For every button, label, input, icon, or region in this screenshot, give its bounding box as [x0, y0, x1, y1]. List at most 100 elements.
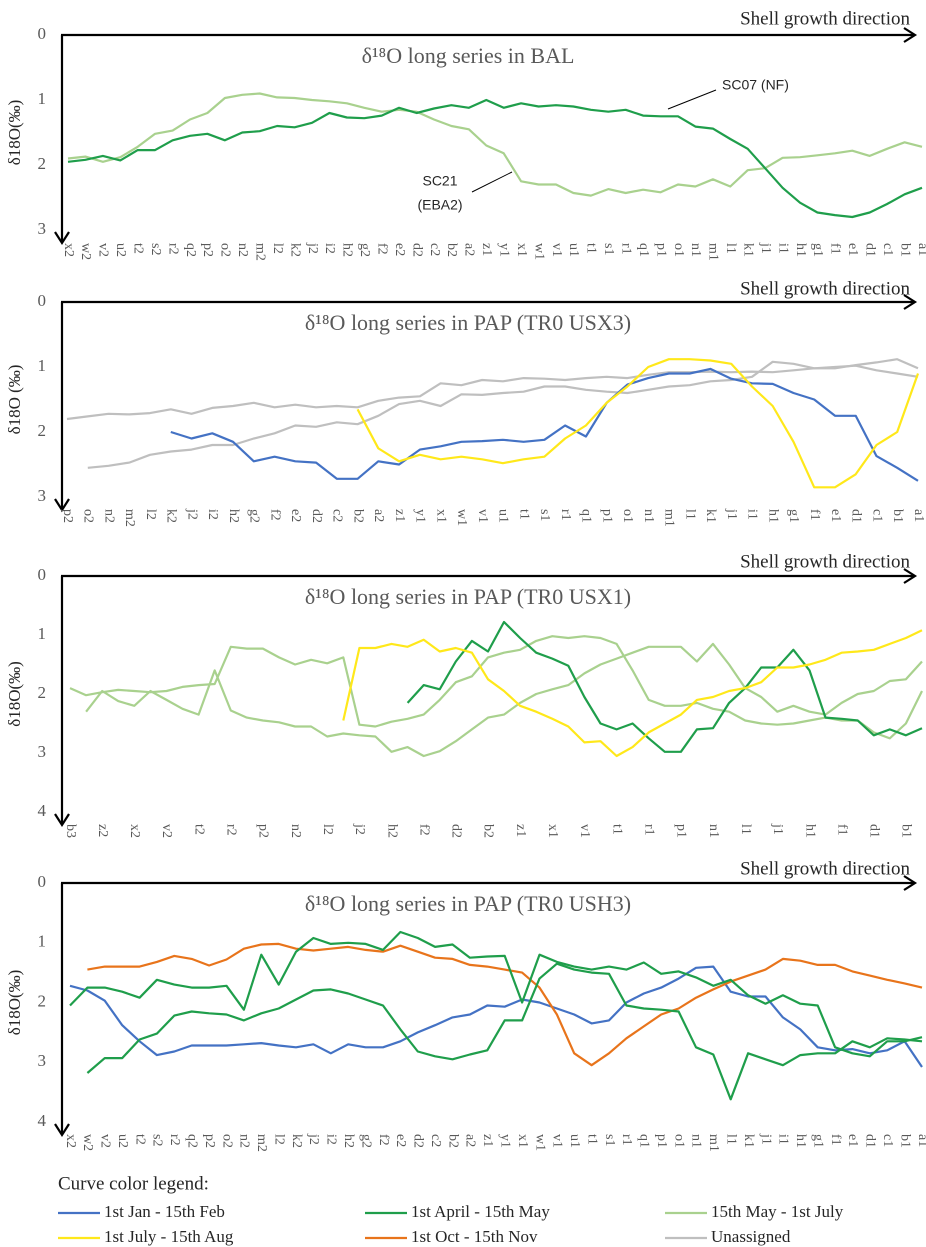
- x-tick-label: b1: [897, 1134, 912, 1148]
- x-tick-label: c1: [869, 509, 884, 522]
- arrow-head: [54, 813, 70, 828]
- x-tick-label: b1: [890, 509, 905, 523]
- series-line: [342, 629, 923, 758]
- chart-panel: Shell growth direction δ¹⁸O long series i…: [5, 8, 926, 261]
- x-tick-label: j2: [184, 508, 199, 520]
- x-tick-label: k2: [164, 509, 179, 523]
- x-tick-label: c1: [880, 243, 895, 256]
- x-tick-label: m2: [122, 509, 137, 527]
- y-tick-label: 3: [38, 1051, 47, 1070]
- arrow-head: [54, 231, 70, 246]
- x-tick-label: b2: [445, 1134, 460, 1148]
- x-tick-label: t2: [191, 824, 206, 835]
- x-tick-label: p1: [654, 1134, 669, 1148]
- y-tick-label: 0: [38, 24, 47, 43]
- x-tick-label: h1: [802, 824, 817, 838]
- x-tick-label: b2: [350, 509, 365, 523]
- x-tick-label: m1: [706, 1134, 721, 1152]
- arrow-head: [54, 498, 70, 513]
- x-tick-label: i1: [775, 243, 790, 254]
- x-tick-label: r2: [224, 824, 239, 836]
- series-line: [69, 930, 923, 1058]
- arrow-head: [903, 27, 918, 43]
- x-tick-label: p1: [599, 509, 614, 523]
- x-tick-label: r2: [165, 243, 180, 255]
- x-tick-label: s2: [150, 1134, 165, 1146]
- x-tick-label: x2: [63, 1134, 78, 1148]
- x-tick-label: u2: [115, 1134, 130, 1148]
- x-tick-label: h2: [384, 824, 399, 838]
- x-tick-label: h1: [793, 243, 808, 257]
- series-line: [66, 358, 919, 421]
- legend-label: 1st July - 15th Aug: [104, 1227, 234, 1246]
- x-tick-label: g2: [358, 1134, 373, 1148]
- x-tick-label: p2: [60, 509, 75, 523]
- x-tick-label: g1: [810, 243, 825, 257]
- x-tick-label: r1: [618, 243, 633, 255]
- x-tick-label: x1: [433, 509, 448, 523]
- x-tick-label: i2: [322, 243, 337, 254]
- y-tick-label: 0: [38, 565, 47, 584]
- y-tick-label: 2: [38, 154, 47, 173]
- series-line: [69, 635, 923, 740]
- y-axis-label: δ18O(‰): [5, 100, 24, 166]
- x-tick-label: p2: [256, 824, 271, 838]
- x-tick-label: t1: [584, 1134, 599, 1145]
- legend: Curve color legend: 1st Jan - 15th Feb 1st…: [58, 1173, 844, 1246]
- x-tick-label: x1: [545, 824, 560, 838]
- x-tick-label: b1: [899, 824, 914, 838]
- x-tick-label: f1: [834, 824, 849, 836]
- y-tick-label: 1: [38, 89, 47, 108]
- x-tick-label: w1: [454, 509, 469, 526]
- x-tick-label: h2: [226, 509, 241, 523]
- y-tick-label: 1: [38, 932, 47, 951]
- x-tick-label: m2: [252, 243, 267, 261]
- chart-title: δ¹⁸O long series in PAP (TR0 USH3): [305, 891, 631, 916]
- x-tick-label: w2: [78, 243, 93, 260]
- x-tick-label: e1: [828, 509, 843, 522]
- x-tick-label: v1: [475, 509, 490, 523]
- x-tick-label: c2: [427, 243, 442, 256]
- x-tick-label: k1: [741, 1134, 756, 1148]
- x-tick-label: q1: [579, 509, 594, 523]
- x-tick-label: l2: [271, 1134, 286, 1145]
- x-tick-label: c2: [428, 1134, 443, 1147]
- x-tick-label: r2: [167, 1134, 182, 1146]
- x-tick-label: n1: [689, 1134, 704, 1148]
- x-tick-label: j1: [758, 242, 773, 254]
- x-tick-label: g2: [247, 509, 262, 523]
- x-tick-label: z2: [95, 824, 110, 837]
- series-line: [67, 98, 923, 219]
- x-tick-label: h2: [341, 1134, 356, 1148]
- x-tick-label: f1: [807, 509, 822, 521]
- x-tick-label: t2: [132, 1134, 147, 1145]
- x-tick-label: d2: [309, 509, 324, 523]
- x-tick-label: v2: [98, 1134, 113, 1148]
- legend-label: 1st April - 15th May: [411, 1202, 550, 1221]
- x-tick-label: s2: [148, 243, 163, 255]
- x-tick-label: u1: [567, 1134, 582, 1148]
- x-tick-label: j2: [306, 1133, 321, 1145]
- x-tick-label: n1: [706, 824, 721, 838]
- x-tick-label: i1: [776, 1134, 791, 1145]
- y-tick-label: 2: [38, 421, 47, 440]
- x-tick-label: n1: [688, 243, 703, 257]
- x-tick-label: b1: [897, 243, 912, 257]
- legend-label: 1st Oct - 15th Nov: [411, 1227, 538, 1246]
- x-tick-label: m1: [662, 509, 677, 527]
- x-tick-label: v2: [159, 824, 174, 838]
- annotation: (EBA2): [417, 197, 462, 213]
- x-tick-label: k1: [740, 243, 755, 257]
- x-tick-label: j2: [305, 242, 320, 254]
- x-tick-label: r1: [641, 824, 656, 836]
- x-tick-label: f2: [267, 509, 282, 521]
- arrow-head: [903, 568, 918, 584]
- x-tick-label: m2: [254, 1134, 269, 1152]
- x-tick-label: j2: [352, 823, 367, 835]
- x-tick-label: k2: [287, 243, 302, 257]
- legend-label: 15th May - 1st July: [711, 1202, 844, 1221]
- x-tick-label: n2: [237, 1134, 252, 1148]
- series-line: [87, 942, 923, 1067]
- x-tick-label: r1: [619, 1134, 634, 1146]
- x-tick-label: v1: [549, 243, 564, 257]
